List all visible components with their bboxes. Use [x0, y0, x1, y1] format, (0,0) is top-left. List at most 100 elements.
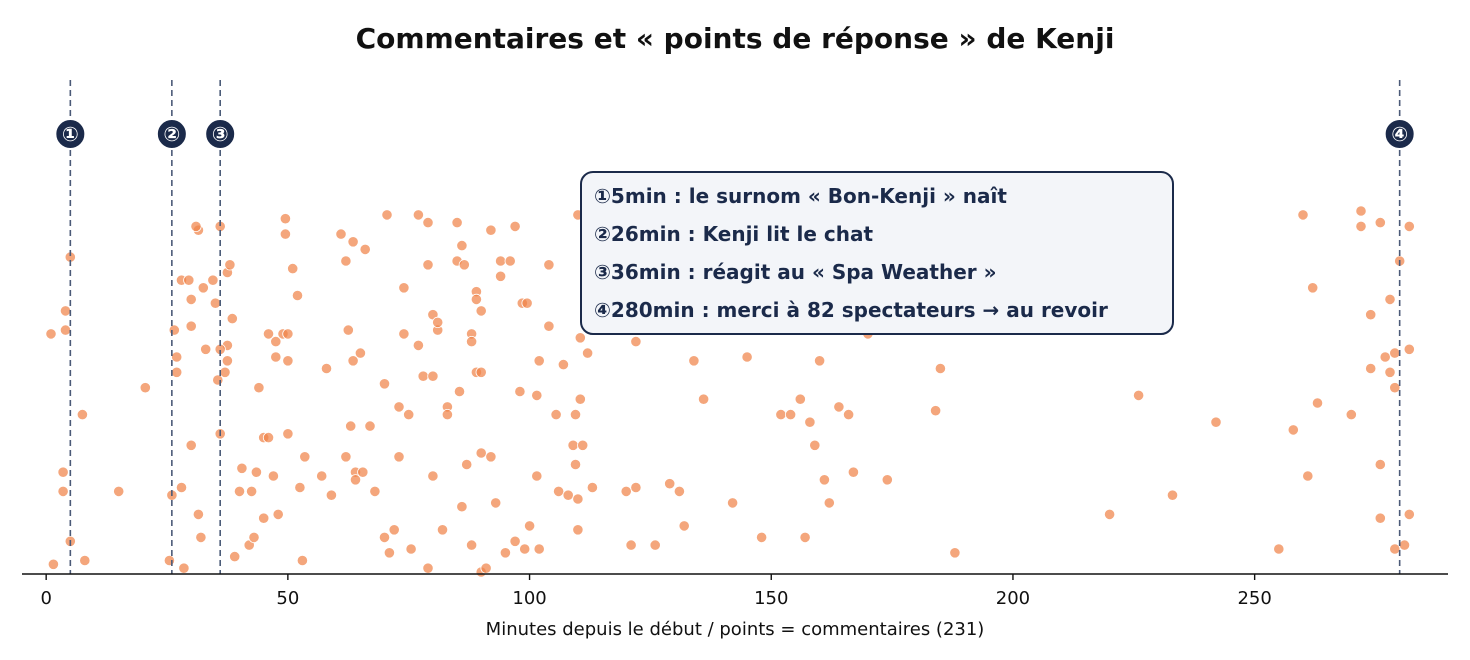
comment-point — [799, 531, 811, 544]
comment-point — [1374, 217, 1386, 229]
comment-point — [499, 547, 511, 559]
comment-point — [1166, 489, 1179, 501]
comment-point — [673, 485, 686, 497]
comment-point — [316, 470, 328, 482]
comment-point — [562, 489, 574, 501]
comment-point — [246, 485, 258, 497]
comment-point — [1374, 512, 1386, 524]
comment-point — [475, 305, 487, 317]
comment-point — [345, 420, 357, 432]
comment-point — [59, 324, 72, 336]
comment-point — [470, 293, 482, 305]
comment-point — [282, 355, 294, 367]
comment-point — [688, 355, 700, 367]
comment-point — [458, 259, 470, 271]
comment-point — [514, 385, 526, 398]
comment-point — [572, 493, 584, 505]
comment-point — [349, 474, 362, 486]
x-axis-label: Minutes depuis le début / points = comme… — [486, 619, 985, 640]
comment-point — [567, 439, 579, 451]
comment-point — [949, 547, 961, 559]
response-marker-label: ③ — [212, 122, 229, 146]
comment-point — [436, 524, 449, 536]
comment-point — [1389, 382, 1401, 394]
comment-point — [1374, 458, 1386, 471]
comment-point — [287, 262, 299, 275]
response-marker-badge — [54, 118, 87, 150]
comment-point — [364, 420, 376, 432]
comment-point — [509, 220, 521, 232]
comment-point — [664, 478, 676, 490]
x-ticks-layer: 0 50 100 150 200 250 — [40, 574, 1272, 609]
comment-point — [519, 543, 531, 555]
comment-point — [630, 335, 642, 348]
comment-point — [550, 408, 562, 421]
comment-point — [1210, 416, 1222, 428]
comment-point — [139, 382, 151, 394]
comment-point — [441, 408, 453, 421]
comment-point — [248, 531, 260, 544]
comment-point — [299, 451, 311, 463]
comment-point — [1297, 209, 1309, 221]
response-marker-badge — [155, 118, 188, 150]
comment-point — [185, 320, 197, 332]
annotation-box-background — [580, 171, 1174, 335]
comment-point — [178, 562, 190, 574]
response-marker-badge — [1383, 118, 1416, 150]
response-marker-label: ② — [163, 122, 180, 146]
comment-point — [45, 328, 57, 340]
comment-point — [934, 362, 947, 375]
comment-point — [630, 481, 642, 494]
comment-point — [475, 366, 487, 378]
comment-point — [270, 335, 282, 348]
comment-point — [465, 539, 478, 551]
comment-point — [393, 451, 405, 463]
comment-point — [183, 274, 195, 286]
comment-point — [197, 282, 209, 294]
comment-point — [490, 497, 502, 509]
comment-point — [533, 355, 545, 367]
points-layer — [45, 205, 1415, 578]
x-tick-label: 150 — [754, 588, 788, 609]
comment-point — [296, 554, 308, 567]
comment-point — [262, 328, 275, 340]
comment-point — [427, 470, 439, 482]
comment-point — [574, 393, 586, 405]
comment-point — [422, 259, 434, 271]
comment-point — [47, 558, 60, 570]
comment-point — [381, 209, 393, 221]
comment-point — [185, 439, 197, 451]
comment-point — [552, 485, 565, 497]
comment-point — [226, 312, 238, 325]
comment-point — [175, 481, 188, 494]
comment-point — [521, 297, 533, 309]
comment-point — [1365, 309, 1377, 321]
comment-point — [1384, 366, 1396, 378]
comment-point — [262, 431, 275, 444]
comment-point — [417, 370, 429, 382]
response-marker-badge — [204, 118, 237, 150]
comment-point — [282, 428, 294, 440]
comment-point — [465, 335, 478, 348]
comment-point — [741, 351, 753, 363]
comment-point — [1398, 539, 1411, 551]
comment-point — [620, 485, 632, 497]
comment-point — [200, 343, 212, 355]
comment-point — [354, 347, 366, 359]
comment-point — [523, 520, 536, 532]
comment-point — [378, 531, 391, 544]
comment-point — [393, 401, 405, 413]
comment-point — [485, 451, 497, 463]
comment-point — [405, 543, 417, 555]
comment-point — [557, 358, 570, 371]
response-marker-label: ① — [62, 122, 79, 146]
comment-point — [1365, 362, 1377, 375]
comment-point — [253, 382, 265, 394]
comment-point — [388, 524, 400, 536]
comment-point — [625, 539, 637, 551]
comment-point — [168, 324, 180, 336]
comment-point — [577, 439, 589, 451]
comment-point — [224, 259, 236, 271]
comment-point — [1403, 508, 1415, 521]
annotation-line-1: ①5min : le surnom « Bon-Kenji » naît — [594, 184, 1007, 208]
